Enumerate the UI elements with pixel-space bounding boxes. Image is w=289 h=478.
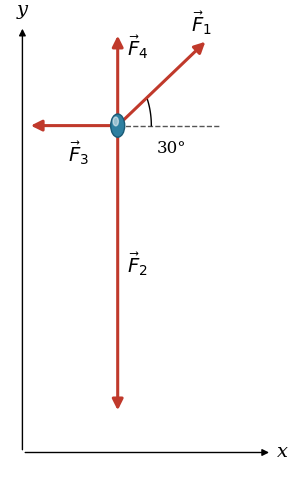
Text: x: x [277,444,288,461]
Text: $\vec{F}_3$: $\vec{F}_3$ [68,140,89,167]
Text: 30°: 30° [157,140,187,156]
Text: $\vec{F}_2$: $\vec{F}_2$ [127,251,148,279]
Text: y: y [17,1,28,19]
Text: $\vec{F}_4$: $\vec{F}_4$ [127,33,148,61]
Circle shape [113,117,118,126]
Text: $\vec{F}_1$: $\vec{F}_1$ [191,10,212,37]
Circle shape [111,114,125,137]
